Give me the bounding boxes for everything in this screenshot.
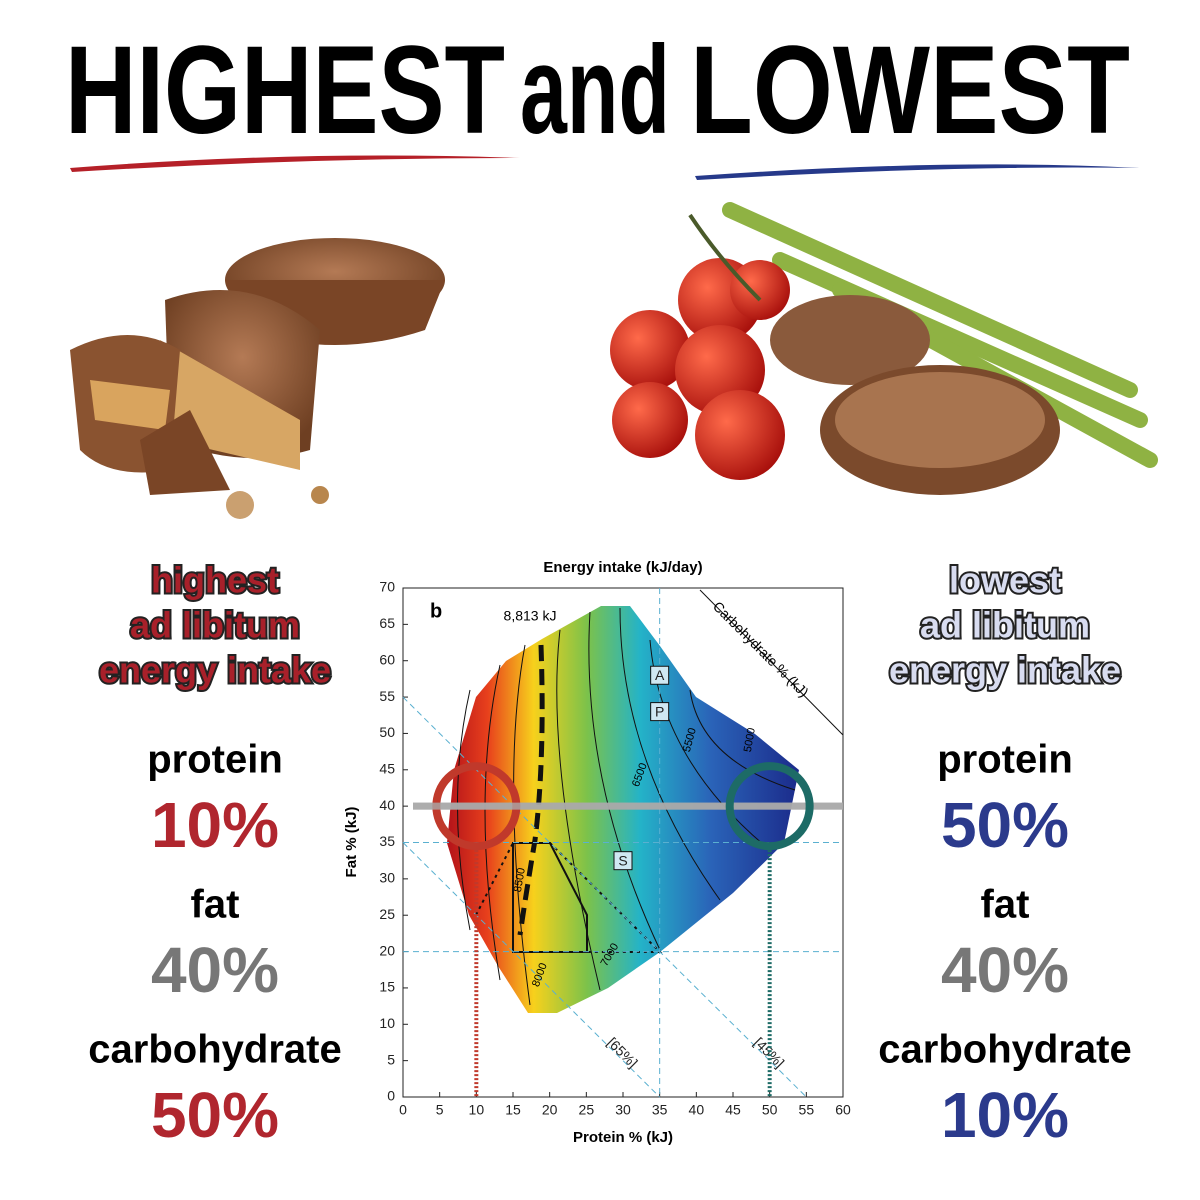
y-tick-label: 0 — [387, 1088, 395, 1104]
x-tick-label: 15 — [505, 1102, 521, 1118]
heading-line: highest — [151, 560, 279, 601]
photo-cups — [70, 238, 445, 519]
highlight-ring — [725, 762, 814, 851]
macro-value: 50% — [151, 1079, 279, 1151]
macro-value: 50% — [941, 789, 1069, 861]
y-tick-label: 35 — [379, 833, 395, 849]
macro-label: carbohydrate — [878, 1028, 1131, 1072]
heading-line: energy intake — [889, 650, 1121, 691]
y-tick-label: 20 — [379, 942, 395, 958]
peak-label: 8,813 kJ — [504, 608, 557, 624]
x-tick-label: 0 — [399, 1102, 407, 1118]
chart-title: Energy intake (kJ/day) — [543, 559, 702, 576]
macro-value: 40% — [151, 934, 279, 1006]
point-box — [650, 702, 670, 722]
y-tick-label: 60 — [379, 651, 395, 667]
y-tick-label: 10 — [379, 1015, 395, 1031]
y-tick-label: 30 — [379, 870, 395, 886]
macro-value: 10% — [151, 789, 279, 861]
x-tick-label: 25 — [579, 1102, 595, 1118]
x-tick-label: 45 — [725, 1102, 741, 1118]
y-tick-label: 50 — [379, 724, 395, 740]
carb-axis — [699, 589, 844, 736]
point-label: A — [655, 667, 665, 683]
chart: 0 5 10 15 20 25 30 35 40 45 50 55 60 0 5 10 15 20 25 30 35 40… — [343, 559, 851, 1146]
y-tick-label: 70 — [379, 579, 395, 595]
x-tick-label: 30 — [615, 1102, 631, 1118]
macro-value: 10% — [941, 1079, 1069, 1151]
title-mid: and — [520, 21, 670, 160]
macro-value: 40% — [941, 934, 1069, 1006]
underline-blue — [695, 164, 1140, 180]
y-axis-label: Fat % (kJ) — [343, 807, 360, 878]
point-box — [650, 665, 670, 685]
y-tick-label: 55 — [379, 688, 395, 704]
macro-label: protein — [147, 738, 283, 782]
y-tick-label: 65 — [379, 615, 395, 631]
x-tick-label: 5 — [436, 1102, 444, 1118]
point-label: S — [618, 852, 627, 868]
point-box — [613, 851, 633, 871]
title-left: HIGHEST — [65, 21, 505, 160]
y-tick-label: 15 — [379, 979, 395, 995]
y-tick-label: 25 — [379, 906, 395, 922]
heading-line: ad libitum — [130, 605, 300, 646]
photo-steak — [610, 202, 1158, 495]
underline-red — [70, 155, 520, 172]
macro-label: protein — [937, 738, 1073, 782]
point-label: P — [655, 703, 664, 719]
macro-label: carbohydrate — [88, 1028, 341, 1072]
x-tick-label: 60 — [835, 1102, 851, 1118]
y-tick-label: 5 — [387, 1051, 395, 1067]
peak-contour — [517, 644, 545, 936]
x-tick-label: 20 — [542, 1102, 558, 1118]
x-tick-label: 40 — [689, 1102, 705, 1118]
x-tick-label: 55 — [799, 1102, 815, 1118]
macro-label: fat — [981, 883, 1030, 927]
heading-line: ad libitum — [920, 605, 1090, 646]
carb-line — [402, 842, 661, 1098]
heading-line: lowest — [949, 560, 1061, 601]
x-tick-label: 50 — [762, 1102, 778, 1118]
macro-label: fat — [191, 883, 240, 927]
y-tick-label: 45 — [379, 760, 395, 776]
x-tick-label: 10 — [469, 1102, 485, 1118]
panel-label: b — [430, 600, 442, 622]
x-tick-label: 35 — [652, 1102, 668, 1118]
heading-line: energy intake — [99, 650, 331, 691]
x-axis-label: Protein % (kJ) — [573, 1129, 673, 1146]
contour-label: 5000 — [742, 727, 758, 753]
title-right: LOWEST — [690, 21, 1130, 160]
contour-label: 8500 — [512, 867, 528, 893]
y-tick-label: 40 — [379, 797, 395, 813]
